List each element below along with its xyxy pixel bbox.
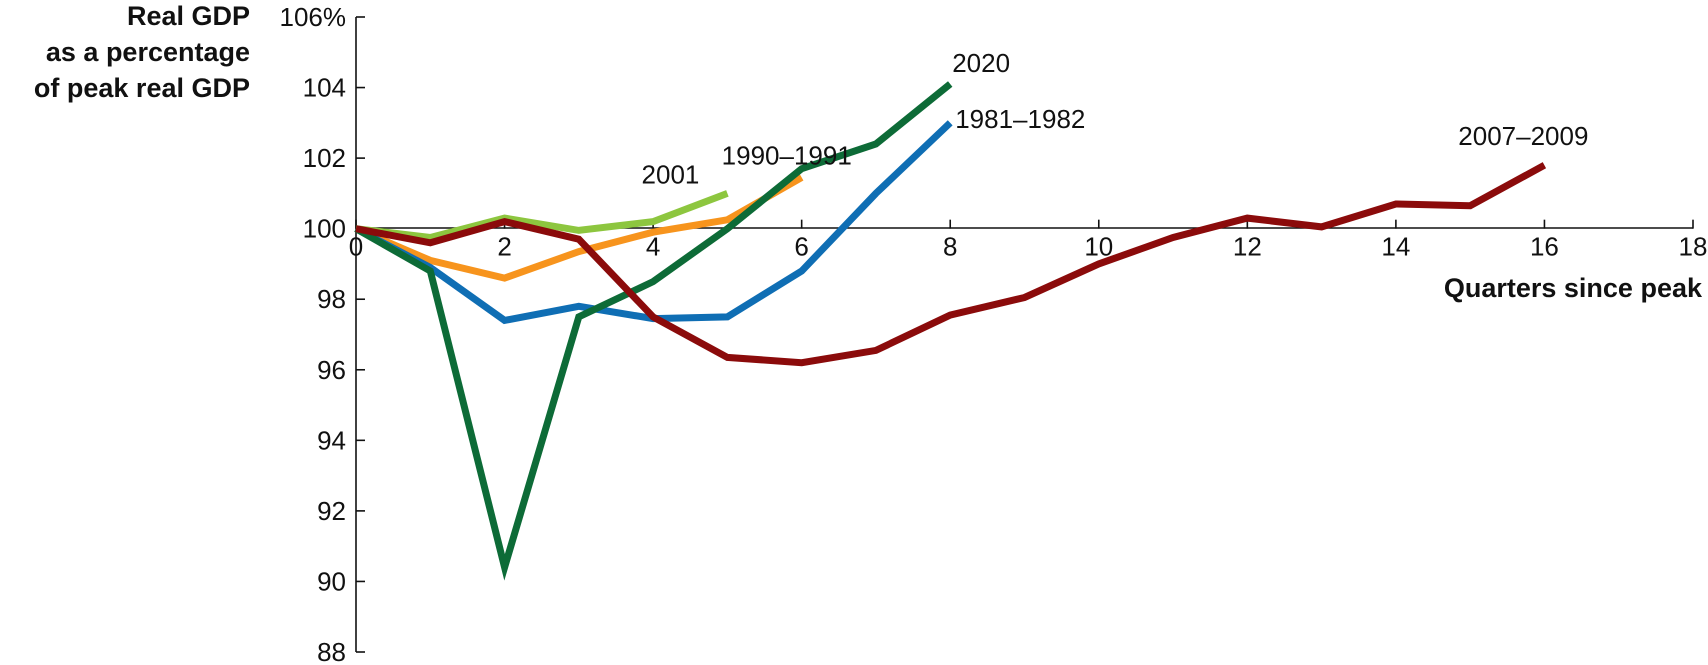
series-label: 1981–1982	[955, 104, 1085, 134]
x-tick-label: 2	[497, 232, 511, 262]
y-tick-label: 90	[317, 566, 346, 596]
x-tick-label: 6	[794, 232, 808, 262]
series-label: 2001	[642, 159, 700, 189]
y-axis-title-line-3: of peak real GDP	[34, 73, 250, 103]
x-tick-label: 14	[1381, 232, 1410, 262]
y-tick-label: 96	[317, 355, 346, 385]
series-label: 2007–2009	[1458, 121, 1588, 151]
y-axis-title-line-1: Real GDP	[127, 1, 250, 31]
x-tick-label: 10	[1084, 232, 1113, 262]
y-tick-label: 92	[317, 496, 346, 526]
series-label: 2020	[952, 48, 1010, 78]
series-line-2007-2009	[355, 162, 1547, 367]
x-tick-label: 16	[1530, 232, 1559, 262]
y-tick-label: 104	[303, 73, 346, 103]
y-tick-label: 106%	[280, 2, 347, 32]
y-axis-title: Real GDP as a percentage of peak real GD…	[34, 1, 250, 103]
y-tick-label: 100	[303, 214, 346, 244]
x-tick-label: 8	[943, 232, 957, 262]
y-tick-label: 88	[317, 637, 346, 665]
y-tick-label: 98	[317, 284, 346, 314]
x-tick-label: 18	[1679, 232, 1708, 262]
series-labels: 2001 1990–1991 1981–1982 2020 2007–2009	[642, 48, 1589, 189]
x-axis-title: Quarters since peak	[1444, 273, 1703, 303]
series-line-2001	[355, 190, 729, 242]
series-label: 1990–1991	[722, 141, 852, 171]
y-tick-label: 94	[317, 425, 346, 455]
x-tick-label: 0	[349, 232, 363, 262]
x-tick-label: 4	[646, 232, 660, 262]
series-line-1990-1991	[354, 174, 804, 282]
y-axis-title-line-2: as a percentage	[46, 37, 250, 67]
x-tick-label: 12	[1233, 232, 1262, 262]
y-axis-ticks: 88 90 92 94 96 98 100 102 104 106%	[280, 2, 365, 665]
series-line-2020	[354, 81, 953, 581]
series-lines	[354, 81, 1547, 581]
x-axis-ticks: 0 2 4 6 8 10 12 14 16 18	[349, 219, 1708, 262]
y-tick-label: 102	[303, 143, 346, 173]
